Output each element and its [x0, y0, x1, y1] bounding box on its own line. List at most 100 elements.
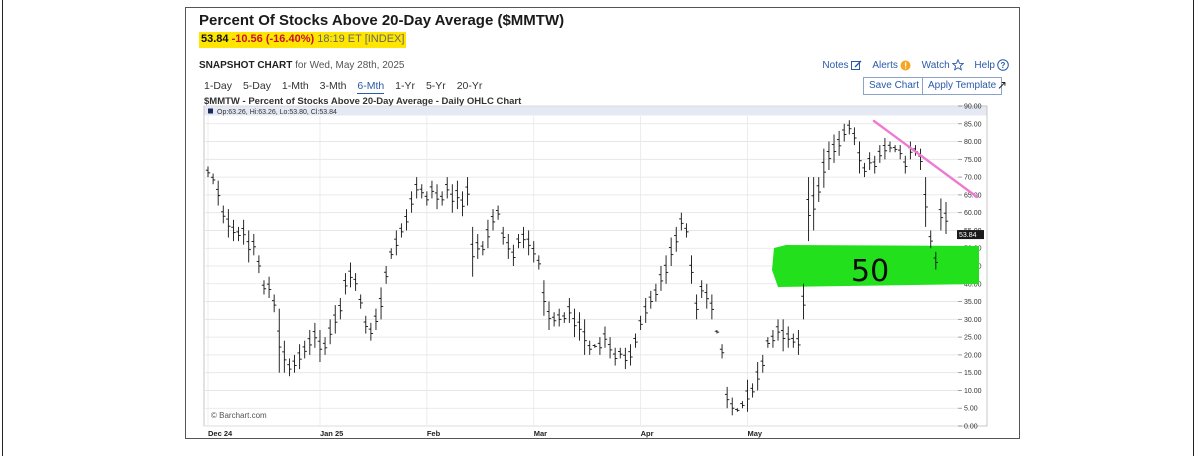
grid-lines — [204, 105, 958, 427]
range-6-mth[interactable]: 6-Mth — [357, 80, 385, 94]
range-3-mth[interactable]: 3-Mth — [319, 80, 347, 92]
y-tick-label: 30.00 — [964, 317, 982, 324]
apply-template-button[interactable]: Apply Template — [922, 77, 1003, 95]
ohlc-bar — [709, 294, 715, 320]
watch-link[interactable]: Watch — [922, 59, 964, 71]
ohlc-bar — [531, 241, 536, 263]
ohlc-bar — [923, 177, 928, 227]
ohlc-bar — [363, 315, 368, 334]
ohlc-bar — [526, 230, 531, 256]
y-tick-label: 40.00 — [964, 281, 982, 288]
ohlc-bar — [394, 230, 399, 256]
price-change: -10.56 (-16.40%) — [231, 33, 315, 45]
help-link[interactable]: Help ? — [974, 59, 1009, 71]
ohlc-bar — [536, 255, 542, 270]
alerts-link[interactable]: Alerts — [872, 60, 911, 71]
ohlc-bar — [592, 344, 598, 348]
ohlc-bar — [928, 230, 933, 249]
ohlc-bar — [755, 362, 760, 391]
snapshot-date: for Wed, May 28th, 2025 — [295, 60, 405, 71]
ohlc-bar — [495, 205, 501, 220]
range-1-mth[interactable]: 1-Mth — [281, 80, 309, 92]
ohlc-bar — [485, 219, 491, 249]
ohlc-bar — [791, 333, 796, 348]
y-tick-label: 0.00 — [964, 424, 978, 431]
ohlc-bar — [740, 401, 745, 409]
x-tick-label: Dec 24 — [208, 429, 233, 438]
y-tick-label: 70.00 — [964, 175, 982, 182]
ohlc-bar — [623, 347, 628, 370]
ohlc-bar — [679, 212, 684, 231]
ohlc-bar — [256, 255, 262, 274]
ohlc-bar — [277, 308, 282, 373]
ohlc-legend: Op:63.26, Hi:63.26, Lo:53.80, Cl:53.84 — [217, 109, 337, 116]
alerts-label: Alerts — [872, 59, 898, 71]
y-tick-label: 15.00 — [964, 370, 982, 377]
ohlc-bar — [638, 315, 643, 330]
ohlc-bar — [730, 397, 735, 416]
watermark: © Barchart.com — [211, 411, 267, 420]
x-tick-label: Feb — [427, 429, 441, 438]
ohlc-bar — [653, 283, 659, 302]
ohlc-bar — [226, 209, 231, 238]
ohlc-bar — [358, 294, 363, 309]
ohlc-bar — [862, 162, 867, 178]
notes-link[interactable]: Notes — [822, 60, 862, 71]
ohlc-bar — [801, 283, 806, 320]
ohlc-bar — [668, 237, 674, 266]
ohlc-bar — [221, 205, 226, 224]
range-1-yr[interactable]: 1-Yr — [395, 80, 416, 92]
ohlc-bar — [724, 386, 730, 409]
last-value-box — [957, 230, 984, 240]
alert-icon — [900, 60, 911, 70]
range-20-yr[interactable]: 20-Yr — [456, 80, 483, 92]
ohlc-bar — [658, 266, 664, 291]
ohlc-bar — [821, 148, 827, 188]
ohlc-bar — [297, 344, 302, 370]
ohlc-bar — [506, 234, 511, 259]
x-tick-label: Jan 25 — [320, 429, 343, 438]
ohlc-bar — [699, 280, 704, 298]
y-tick-label: 85.00 — [964, 121, 982, 128]
snapshot-header: SNAPSHOT CHART for Wed, May 28th, 2025 — [199, 60, 404, 71]
ohlc-bar — [572, 308, 577, 338]
ohlc-bar — [419, 184, 424, 199]
ohlc-bar — [475, 234, 480, 259]
svg-text:?: ? — [1001, 61, 1006, 70]
ohlc-bar — [231, 219, 236, 242]
ohlc-bar — [322, 337, 328, 355]
ohlc-bar — [847, 120, 852, 135]
ohlc-bar — [735, 408, 740, 412]
ohlc-bar — [780, 319, 786, 352]
document-left-edge — [2, 0, 3, 456]
ohlc-bar — [831, 134, 837, 163]
range-1-day[interactable]: 1-Day — [204, 80, 233, 92]
ohlc-bar — [424, 191, 430, 206]
ohlc-bar — [765, 337, 771, 348]
ohlc-bar — [551, 312, 557, 327]
ohlc-bar — [684, 223, 689, 238]
ohlc-bar — [429, 180, 435, 199]
chart-subtitle: $MMTW - Percent of Stocks Above 20-Day A… — [204, 96, 522, 107]
ohlc-bar — [414, 177, 419, 199]
ohlc-bar — [480, 241, 486, 256]
annotation-label: 50 — [851, 254, 889, 289]
ohlc-bar — [317, 330, 323, 362]
ohlc-bar — [597, 337, 603, 355]
star-icon — [951, 59, 964, 71]
edit-icon — [850, 60, 862, 70]
ohlc-bar — [618, 347, 623, 359]
ohlc-bar — [404, 209, 409, 231]
ohlc-bar — [602, 326, 608, 348]
ohlc-bar — [271, 294, 277, 313]
ohlc-bar — [836, 130, 842, 156]
ohlc-bar — [251, 234, 257, 256]
range-5-day[interactable]: 5-Day — [242, 80, 271, 92]
expand-icon[interactable]: ↗ — [996, 78, 1007, 92]
ohlc-bar — [460, 191, 465, 217]
ohlc-bar — [261, 280, 267, 295]
ohlc-bar — [857, 141, 862, 174]
ohlc-bar — [943, 202, 949, 234]
quote-time: 18:19 ET [INDEX] — [317, 33, 405, 45]
range-5-yr[interactable]: 5-Yr — [425, 80, 446, 92]
